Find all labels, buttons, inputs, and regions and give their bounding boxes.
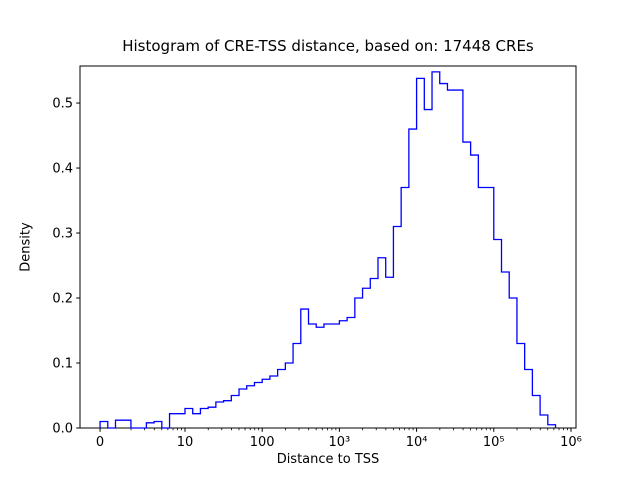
y-tick-label: 0.5	[52, 97, 73, 112]
x-tick-label: 0	[96, 435, 104, 450]
y-tick-label: 0.3	[52, 227, 73, 242]
x-tick-label: 10³	[329, 435, 351, 450]
plot-frame	[79, 65, 577, 429]
x-tick-label: 10⁴	[406, 435, 428, 450]
y-axis-label: Density	[18, 222, 34, 272]
x-tick-label: 10	[177, 435, 194, 450]
x-tick-label: 100	[250, 435, 275, 450]
x-axis-label: Distance to TSS	[276, 452, 380, 467]
y-tick-label: 0.2	[52, 292, 73, 307]
chart-title: Histogram of CRE-TSS distance, based on:…	[122, 37, 534, 55]
y-tick-label: 0.0	[52, 422, 73, 437]
x-tick-label: 10⁶	[560, 435, 582, 450]
histogram-step-line	[99, 71, 557, 429]
y-tick-label: 0.1	[52, 357, 73, 372]
x-tick-label: 10⁵	[483, 435, 505, 450]
y-tick-label: 0.4	[52, 162, 73, 177]
